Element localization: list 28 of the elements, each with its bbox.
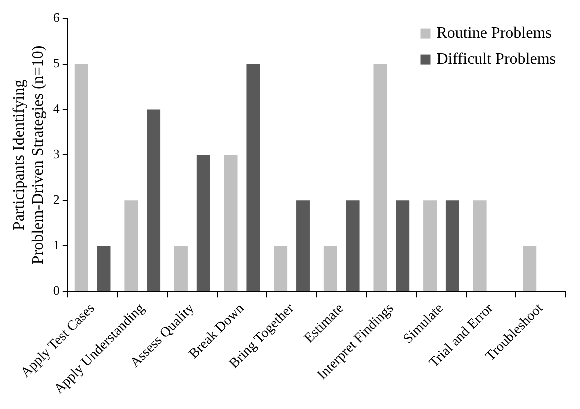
- bar: [246, 64, 260, 292]
- legend-label: Difficult Problems: [436, 51, 556, 68]
- bar: [346, 200, 360, 292]
- bar: [446, 200, 460, 292]
- bar: [224, 155, 238, 292]
- bar: [324, 246, 338, 292]
- bar: [124, 200, 138, 292]
- bar: [74, 64, 88, 292]
- legend-label: Routine Problems: [436, 25, 552, 42]
- bar: [523, 246, 537, 292]
- bar: [196, 155, 210, 292]
- bar: [396, 200, 410, 292]
- bar: [473, 200, 487, 292]
- y-tick-label: 2: [53, 192, 60, 208]
- y-tick-label: 3: [53, 146, 60, 162]
- bar: [296, 200, 310, 292]
- bar: [274, 246, 288, 292]
- bar: [147, 110, 161, 292]
- bar: [174, 246, 188, 292]
- y-tick-label: 1: [53, 238, 60, 253]
- y-tick-label: 4: [53, 101, 60, 116]
- y-tick-label: 0: [53, 283, 60, 298]
- y-tick-label: 6: [53, 10, 60, 26]
- y-tick-label: 5: [53, 56, 60, 71]
- bar: [424, 200, 437, 292]
- y-axis-title: Participants Identifying Problem-Driven Strategies (n=10): [10, 46, 48, 265]
- bar: [97, 246, 111, 292]
- bar: [374, 64, 388, 292]
